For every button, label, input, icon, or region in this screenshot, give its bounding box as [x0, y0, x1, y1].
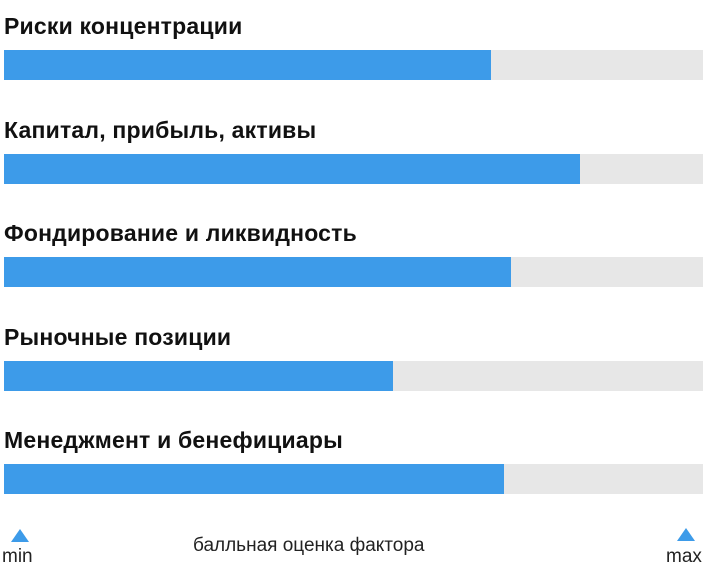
bar-track	[4, 361, 703, 391]
factor-row: Менеджмент и бенефициары	[4, 426, 703, 494]
factor-label: Капитал, прибыль, активы	[4, 117, 317, 143]
factor-row: Фондирование и ликвидность	[4, 219, 703, 287]
factor-row: Риски концентрации	[4, 12, 703, 80]
bar-fill	[4, 154, 580, 184]
x-axis-label: балльная оценка фактора	[193, 535, 425, 556]
bar-track	[4, 154, 703, 184]
factor-label: Риски концентрации	[4, 13, 243, 39]
factor-label: Менеджмент и бенефициары	[4, 427, 343, 453]
bar-track	[4, 50, 703, 80]
bar-fill	[4, 50, 491, 80]
bar-fill	[4, 464, 504, 494]
min-marker-icon	[11, 529, 29, 542]
max-label: max	[666, 546, 702, 567]
factor-row: Рыночные позиции	[4, 323, 703, 391]
bar-track	[4, 464, 703, 494]
bar-fill	[4, 257, 511, 287]
min-label: min	[2, 546, 33, 567]
factor-label: Рыночные позиции	[4, 324, 232, 350]
max-marker-icon	[677, 528, 695, 541]
factor-label: Фондирование и ликвидность	[4, 220, 357, 246]
bar-fill	[4, 361, 393, 391]
factor-row: Капитал, прибыль, активы	[4, 116, 703, 184]
bar-track	[4, 257, 703, 287]
